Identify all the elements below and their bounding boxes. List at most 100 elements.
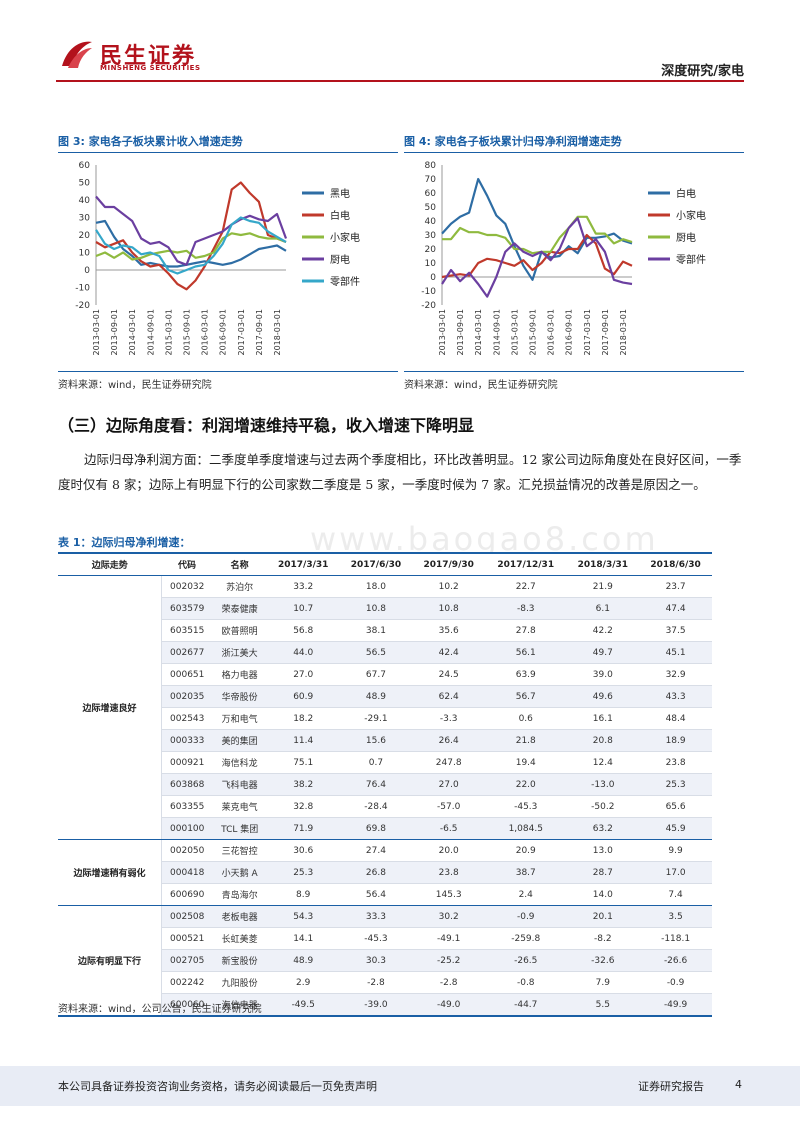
section-paragraph: 边际归母净利润方面：二季度单季度增速与过去两个季度相比，环比改善明显。12 家公… [58, 452, 742, 492]
growth-value: 2.9 [266, 971, 340, 994]
table-row: 000333 美的集团 11.4 15.6 26.4 21.8 20.8 18.9 [58, 729, 712, 752]
y-tick-label: 10 [79, 249, 91, 259]
growth-value: 23.8 [639, 751, 712, 774]
footer-report-label: 证券研究报告 [638, 1080, 704, 1093]
x-tick-label: 2014-03-01 [128, 309, 137, 356]
growth-value: 0.6 [485, 707, 567, 730]
growth-value: 67.7 [339, 663, 413, 686]
x-tick-label: 2016-03-01 [201, 309, 210, 356]
growth-value: 20.0 [412, 839, 486, 862]
stock-name: 海信电器 [212, 993, 267, 1017]
x-tick-label: 2013-03-01 [438, 309, 447, 356]
growth-value: -29.1 [339, 707, 413, 730]
y-tick-label: -20 [75, 301, 90, 311]
stock-name: 长虹美菱 [212, 927, 267, 950]
series-line [95, 216, 287, 275]
growth-value: -118.1 [639, 927, 712, 950]
stock-code: 603355 [161, 795, 213, 818]
growth-value: 49.6 [566, 685, 640, 708]
growth-value: -3.3 [412, 707, 486, 730]
stock-name: 浙江美大 [212, 641, 267, 664]
growth-value: 49.7 [566, 641, 640, 664]
y-tick-label: 0 [430, 273, 436, 283]
x-tick-label: 2015-09-01 [182, 309, 191, 356]
table-row: 边际有明显下行 002508 老板电器 54.3 33.3 30.2 -0.9 20.1 3.5 [58, 905, 712, 1017]
growth-value: 38.7 [485, 861, 567, 884]
stock-code: 000921 [161, 751, 213, 774]
growth-value: 28.7 [566, 861, 640, 884]
growth-value: 21.9 [566, 575, 640, 598]
figure-3-top-rule [58, 152, 398, 153]
table-body: 边际增速良好 002032 苏泊尔 33.2 18.0 10.2 22.7 21.9 23.7 6… [58, 575, 712, 1017]
x-tick-label: 2016-09-01 [219, 309, 228, 356]
growth-value: -0.9 [639, 971, 712, 994]
growth-value: 10.8 [339, 597, 413, 620]
growth-value: 10.8 [412, 597, 486, 620]
table-row: 603868 飞科电器 38.2 76.4 27.0 22.0 -13.0 25.3 [58, 773, 712, 796]
growth-value: 18.0 [339, 575, 413, 598]
growth-value: 38.2 [266, 773, 340, 796]
x-tick-label: 2014-03-01 [474, 309, 483, 356]
growth-value: -49.0 [412, 993, 486, 1017]
stock-code: 600060 [161, 993, 213, 1017]
table-row: 603515 欧普照明 56.8 38.1 35.6 27.8 42.2 37.5 [58, 619, 712, 642]
table-row: 002035 华帝股份 60.9 48.9 62.4 56.7 49.6 43.3 [58, 685, 712, 708]
stock-name: 青岛海尔 [212, 883, 267, 906]
column-header: 代码 [161, 552, 213, 576]
stock-code: 603579 [161, 597, 213, 620]
growth-value: 19.4 [485, 751, 567, 774]
growth-value: -28.4 [339, 795, 413, 818]
growth-value: 38.1 [339, 619, 413, 642]
growth-value: 56.7 [485, 685, 567, 708]
y-tick-label: 50 [425, 203, 437, 213]
growth-value: -49.1 [412, 927, 486, 950]
x-tick-label: 2015-09-01 [528, 309, 537, 356]
logo-mark-icon [62, 41, 92, 68]
growth-value: 45.1 [639, 641, 712, 664]
stock-name: 海信科龙 [212, 751, 267, 774]
stock-name: 新宝股份 [212, 949, 267, 972]
group-label: 边际增速稍有弱化 [58, 839, 162, 906]
growth-value: 32.9 [639, 663, 712, 686]
growth-value: -44.7 [485, 993, 567, 1017]
stock-name: 荣泰健康 [212, 597, 267, 620]
growth-value: 37.5 [639, 619, 712, 642]
figure-3-chart: -20 -10 0 10 20 30 40 50 60 2013-03-01 2013-09-01 2… [75, 161, 360, 356]
legend-label: 小家电 [676, 209, 706, 222]
logo-en-text: MINSHENG SECURITIES [100, 64, 201, 72]
growth-value: 15.6 [339, 729, 413, 752]
growth-value: 5.5 [566, 993, 640, 1017]
growth-value: 7.9 [566, 971, 640, 994]
growth-value: 27.0 [412, 773, 486, 796]
growth-value: 10.2 [412, 575, 486, 598]
stock-code: 000333 [161, 729, 213, 752]
growth-value: 45.9 [639, 817, 712, 840]
y-tick-label: 20 [79, 231, 91, 241]
growth-value: 14.0 [566, 883, 640, 906]
growth-value: -26.5 [485, 949, 567, 972]
x-tick-label: 2014-09-01 [492, 309, 501, 356]
section-heading: （三）边际角度看：利润增速维持平稳，收入增速下降明显 [58, 416, 475, 435]
growth-value: 63.2 [566, 817, 640, 840]
x-tick-label: 2017-09-01 [255, 309, 264, 356]
growth-value: 18.2 [266, 707, 340, 730]
growth-value: 20.8 [566, 729, 640, 752]
figure-4-title: 图 4: 家电各子板块累计归母净利润增速走势 [404, 135, 622, 148]
stock-name: 美的集团 [212, 729, 267, 752]
growth-value: 8.9 [266, 883, 340, 906]
column-header: 2017/3/31 [266, 552, 340, 576]
stock-name: 飞科电器 [212, 773, 267, 796]
growth-value: -0.9 [485, 905, 567, 928]
growth-value: -57.0 [412, 795, 486, 818]
legend-label: 白电 [676, 187, 696, 200]
figure-3-bottom-rule [58, 371, 398, 372]
figure-4-chart: -20 -10 0 10 20 30 40 50 60 70 80 2013-03-01 2013-09… [421, 161, 706, 356]
growth-value: 56.4 [339, 883, 413, 906]
figure-4-source: 资料来源：wind，民生证券研究院 [404, 380, 558, 391]
growth-value: 32.8 [266, 795, 340, 818]
table-row: 002677 浙江美大 44.0 56.5 42.4 56.1 49.7 45.1 [58, 641, 712, 664]
stock-name: 老板电器 [212, 905, 267, 928]
growth-value: -45.3 [485, 795, 567, 818]
growth-value: 69.8 [339, 817, 413, 840]
growth-value: 48.4 [639, 707, 712, 730]
